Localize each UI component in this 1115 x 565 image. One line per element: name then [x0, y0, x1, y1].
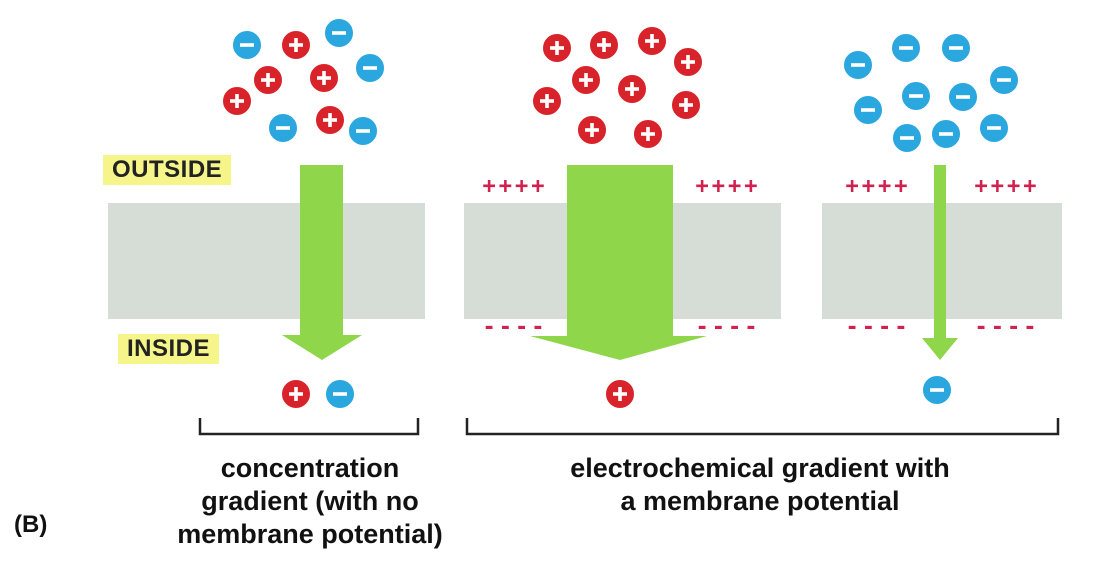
minus-sign-icon: [939, 132, 953, 136]
inside-charge-minus: ----: [483, 315, 548, 340]
caption-line: electrochemical gradient with: [570, 453, 950, 483]
electrochemical-bracket: [465, 418, 1060, 436]
plus-sign-icon: [328, 113, 332, 127]
anion-ion-outside: [900, 80, 932, 112]
minus-sign-icon: [240, 43, 254, 47]
minus-sign-icon: [900, 136, 914, 140]
plus-sign-icon: [602, 38, 606, 52]
panel-letter: (B): [14, 511, 48, 538]
plus-sign-icon: [545, 94, 549, 108]
minus-sign-icon: [332, 31, 346, 35]
caption-line: membrane potential): [177, 519, 443, 549]
electrochemical-cation-arrow: [530, 165, 707, 360]
electrochemical-anion-arrow: [922, 165, 958, 360]
electrochemical-gradient-caption: electrochemical gradient with a membrane…: [520, 452, 1000, 518]
anion-ion-outside: [930, 118, 962, 150]
cation-ion-outside: [672, 46, 704, 78]
concentration-bracket: [198, 418, 420, 436]
anion-ion-outside: [978, 112, 1010, 144]
plus-sign-icon: [630, 82, 634, 96]
cation-ion-outside: [308, 62, 340, 94]
concentration-gradient-caption: concentration gradient (with no membrane…: [160, 452, 460, 551]
cation-ion-outside: [314, 104, 346, 136]
anion-ion-outside: [852, 94, 884, 126]
plus-sign-icon: [686, 55, 690, 69]
outside-charge-plus: ++++: [696, 174, 761, 199]
plus-sign-icon: [650, 34, 654, 48]
cation-ion-inside: [280, 378, 312, 410]
minus-sign-icon: [987, 126, 1001, 130]
cation-ion-outside: [252, 64, 284, 96]
inside-charge-minus: ----: [696, 315, 761, 340]
anion-ion-inside: [921, 374, 953, 406]
minus-sign-icon: [930, 388, 944, 392]
minus-sign-icon: [956, 95, 970, 99]
minus-sign-icon: [276, 126, 290, 130]
caption-line: concentration: [220, 453, 400, 483]
minus-sign-icon: [899, 46, 913, 50]
caption-line: a membrane potential: [620, 486, 900, 516]
anion-ion-outside: [231, 29, 263, 61]
cation-ion-outside: [632, 118, 664, 150]
inside-charge-minus: ----: [975, 315, 1040, 340]
outside-charge-plus: ++++: [975, 174, 1040, 199]
anion-ion-inside: [324, 378, 356, 410]
anion-ion-outside: [354, 52, 386, 84]
inside-label: INSIDE: [118, 334, 220, 364]
minus-sign-icon: [949, 46, 963, 50]
inside-charge-minus: ----: [846, 315, 911, 340]
anion-ion-outside: [842, 49, 874, 81]
anion-ion-outside: [988, 64, 1020, 96]
anion-ion-outside: [891, 122, 923, 154]
cation-ion-inside: [604, 378, 636, 410]
minus-sign-icon: [997, 78, 1011, 82]
plus-sign-icon: [618, 387, 622, 401]
anion-ion-outside: [940, 32, 972, 64]
anion-ion-outside: [323, 17, 355, 49]
cation-ion-outside: [570, 64, 602, 96]
cation-ion-outside: [636, 25, 668, 57]
cation-ion-outside: [576, 114, 608, 146]
minus-sign-icon: [363, 66, 377, 70]
cation-ion-outside: [531, 85, 563, 117]
anion-ion-outside: [267, 112, 299, 144]
plus-sign-icon: [294, 387, 298, 401]
plus-sign-icon: [235, 94, 239, 108]
caption-line: gradient (with no: [201, 486, 419, 516]
anion-ion-outside: [947, 81, 979, 113]
anion-ion-outside: [347, 115, 379, 147]
plus-sign-icon: [646, 127, 650, 141]
plus-sign-icon: [266, 73, 270, 87]
outside-label: OUTSIDE: [103, 155, 232, 185]
concentration-gradient-arrow: [282, 165, 362, 360]
minus-sign-icon: [909, 94, 923, 98]
minus-sign-icon: [356, 129, 370, 133]
cation-ion-outside: [280, 29, 312, 61]
plus-sign-icon: [590, 123, 594, 137]
membrane-panel-concentration: [108, 203, 425, 319]
plus-sign-icon: [584, 73, 588, 87]
plus-sign-icon: [294, 38, 298, 52]
cation-ion-outside: [541, 32, 573, 64]
anion-ion-outside: [890, 32, 922, 64]
ion-layer: [221, 17, 1020, 410]
minus-sign-icon: [861, 108, 875, 112]
outside-charge-plus: ++++: [846, 174, 911, 199]
plus-sign-icon: [555, 41, 559, 55]
plus-sign-icon: [322, 71, 326, 85]
cation-ion-outside: [616, 73, 648, 105]
cation-ion-outside: [221, 85, 253, 117]
minus-sign-icon: [851, 63, 865, 67]
cation-ion-outside: [670, 89, 702, 121]
outside-charge-plus: ++++: [483, 174, 548, 199]
minus-sign-icon: [333, 392, 347, 396]
plus-sign-icon: [684, 98, 688, 112]
cation-ion-outside: [588, 29, 620, 61]
